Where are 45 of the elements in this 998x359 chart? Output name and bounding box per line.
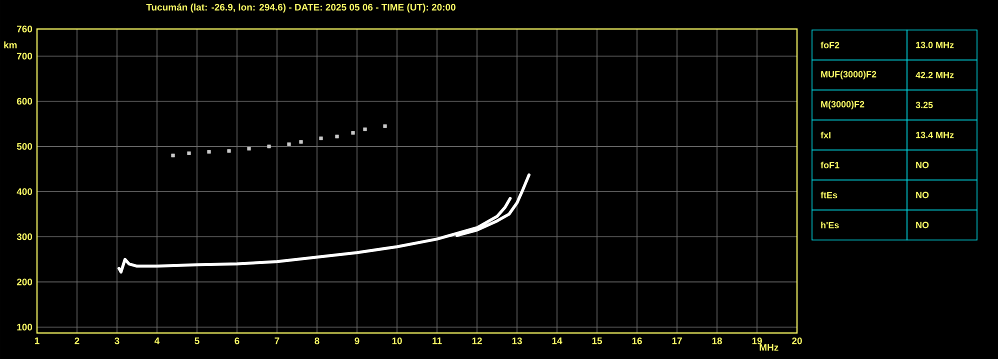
x-tick-label: 18 [712, 338, 722, 344]
y-tick-label: 200 [16, 278, 32, 286]
x-tick-label: 14 [552, 338, 562, 344]
text: NO [916, 162, 929, 168]
y-axis-title: km [4, 41, 17, 48]
x-tick-label: 13 [512, 338, 522, 344]
chart-title: Tucumán (lat: -26.9, lon: 294.6) - DATE: 2025 05 06 - TIME (UT): 20:00 [146, 4, 456, 12]
y-tick-label: 400 [16, 188, 32, 195]
y-tick-label: 100 [17, 324, 32, 330]
x-tick-label: 20 [792, 338, 802, 344]
text: MUF(3000)F2 [821, 70, 876, 80]
text: NO [916, 192, 929, 198]
y-tick-label: 760 [17, 26, 32, 32]
x-tick-label: 19 [752, 338, 762, 344]
x-tick-label: 7 [274, 338, 280, 344]
x-tick-label: 12 [472, 338, 482, 344]
text: ftEs [820, 192, 838, 198]
y-tick-label: 300 [16, 233, 32, 240]
x-tick-label: 3 [114, 338, 120, 344]
text: 3.25 [916, 102, 933, 108]
text: 13.0 MHz [916, 42, 954, 48]
x-tick-label: 9 [354, 338, 360, 344]
text: h'Es [821, 222, 839, 228]
text: 42.2 MHz [916, 72, 954, 78]
text: 13.4 MHz [916, 132, 954, 138]
x-tick-label: 8 [314, 338, 320, 344]
x-tick-label: 2 [74, 338, 80, 344]
x-axis-title: MHz [760, 344, 778, 351]
x-tick-label: 17 [672, 338, 682, 344]
x-tick-label: 11 [432, 338, 442, 344]
text: fxI [820, 132, 830, 138]
x-tick-label: 16 [632, 338, 642, 344]
y-tick-label: 500 [16, 143, 32, 150]
x-tick-label: 5 [194, 338, 200, 344]
text: foF2 [820, 42, 840, 48]
x-tick-label: 1 [34, 338, 40, 344]
text: M(3000)F2 [821, 100, 864, 110]
x-tick-label: 6 [234, 338, 240, 344]
text: foF1 [820, 162, 840, 168]
y-tick-label: 700 [17, 52, 32, 60]
x-tick-label: 10 [392, 338, 402, 344]
text: NO [916, 222, 929, 228]
x-tick-label: 4 [154, 338, 160, 344]
x-tick-label: 15 [592, 338, 602, 344]
y-tick-label: 600 [16, 98, 32, 105]
